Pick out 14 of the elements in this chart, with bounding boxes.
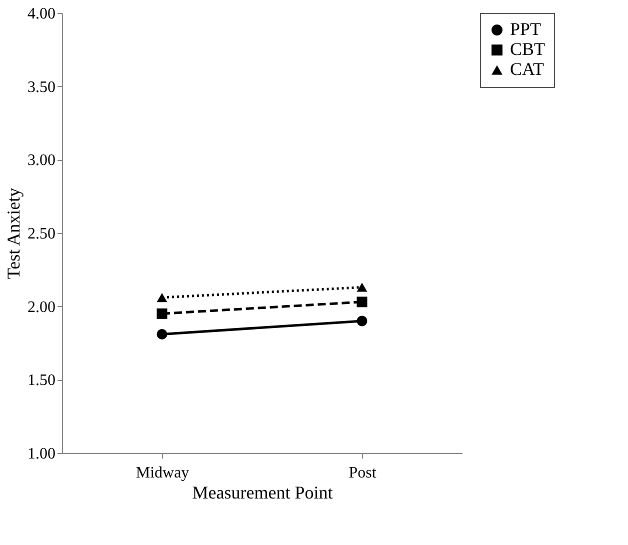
y-axis-title: Test Anxiety xyxy=(4,188,24,280)
y-tick-label: 1.50 xyxy=(28,372,56,390)
x-tick-label: Post xyxy=(348,464,377,482)
y-tick-label: 2.50 xyxy=(28,226,56,242)
x-axis-title: Measurement Point xyxy=(192,482,333,502)
x-tick-label: Midway xyxy=(136,464,190,482)
y-tick-label: 3.50 xyxy=(28,78,56,96)
legend-label: PPT xyxy=(510,19,542,39)
y-tick-label: 3.00 xyxy=(28,152,56,170)
legend-label: CBT xyxy=(510,39,546,59)
y-tick-label: 1.00 xyxy=(28,446,56,462)
y-tick-label: 4.00 xyxy=(28,6,56,22)
legend-label: CAT xyxy=(510,59,544,79)
y-tick-label: 2.00 xyxy=(28,298,56,316)
